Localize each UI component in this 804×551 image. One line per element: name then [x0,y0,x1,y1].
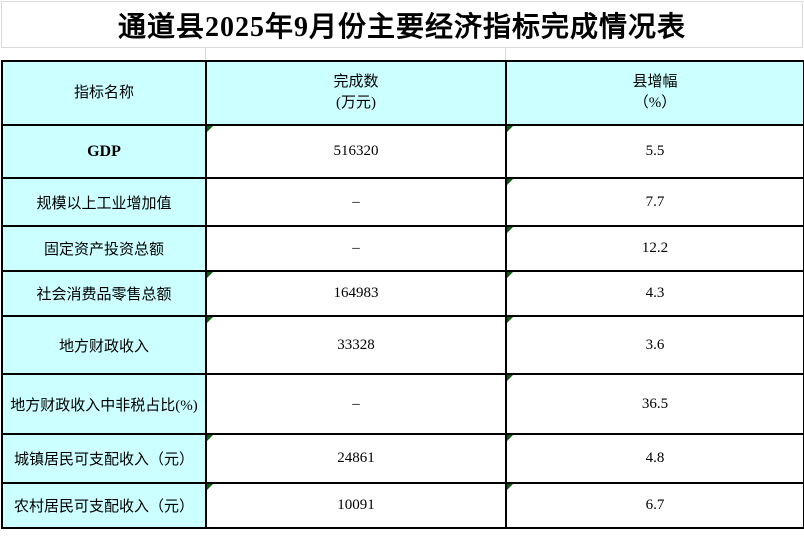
table-row: 固定资产投资总额 – 12.2 [1,225,804,272]
indicator-name-cell: 地方财政收入 [1,315,207,375]
indicator-name-cell-text: GDP [87,142,121,160]
county-growth-cell: 4.8 [505,433,804,484]
table-row: 农村居民可支配收入（元） 10091 6.7 [1,482,804,529]
col-header-label: 指标名称 [73,84,134,101]
completed-amount-cell-text: – [352,395,360,412]
county-growth-cell: 3.6 [505,315,804,375]
table-row: 规模以上工业增加值 – 7.7 [1,177,804,227]
indicator-name-cell: 规模以上工业增加值 [1,177,207,227]
table-body: GDP 516320 5.5 规模以上工业增加值 – 7.7 固定资产投资总额 – 12.2 社会… [1,124,804,529]
county-growth-cell-text: 4.8 [645,450,665,466]
indicator-name-cell-text: 地方财政收入 [58,338,149,355]
county-growth-cell-text: 7.7 [645,193,665,210]
cell-error-indicator-icon [207,484,213,490]
economic-indicators-table: 指标名称 完成数 (万元) 县增幅 （%） GDP 516320 5.5 规模以上工业… [1,60,804,529]
gridline-divider [205,47,206,60]
indicator-name-cell: GDP [1,124,207,179]
completed-amount-cell: 164983 [205,270,507,317]
cell-error-indicator-icon [207,435,213,441]
col-header-unit: (万元) [336,95,376,111]
col-header-indicator-name: 指标名称 [1,60,207,126]
county-growth-cell: 36.5 [505,373,804,435]
county-growth-cell: 12.2 [505,225,804,272]
indicator-name-cell-text: 城镇居民可支配收入（元） [13,452,194,468]
completed-amount-cell-text: 24861 [337,450,375,466]
cell-error-indicator-icon [507,375,513,381]
indicator-name-cell-text: 固定资产投资总额 [43,242,164,258]
indicator-name-cell-text: 社会消费品零售总额 [36,287,172,303]
county-growth-cell: 7.7 [505,177,804,227]
cell-error-indicator-icon [507,227,513,233]
indicator-name-cell: 农村居民可支配收入（元） [1,482,207,529]
county-growth-cell-text: 6.7 [645,497,665,513]
completed-amount-cell-text: 164983 [333,285,379,301]
indicator-name-cell-text: 农村居民可支配收入（元） [13,499,194,515]
completed-amount-cell-text: 10091 [337,497,375,513]
completed-amount-cell: 516320 [205,124,507,179]
cell-error-indicator-icon [507,435,513,441]
col-header-label: 县增幅 [632,74,678,90]
header-row: 指标名称 完成数 (万元) 县增幅 （%） [1,60,804,126]
completed-amount-cell-text: – [352,240,360,256]
county-growth-cell-text: 5.5 [645,143,665,159]
cell-error-indicator-icon [207,126,213,132]
cell-error-indicator-icon [507,179,513,185]
completed-amount-cell: 10091 [205,482,507,529]
col-header-completed-amount: 完成数 (万元) [205,60,507,126]
cell-error-indicator-icon [507,272,513,278]
page-title: 通道县2025年9月份主要经济指标完成情况表 [1,1,803,48]
county-growth-cell: 5.5 [505,124,804,179]
completed-amount-cell: 33328 [205,315,507,375]
completed-amount-cell: 24861 [205,433,507,484]
completed-amount-cell-text: 33328 [337,336,375,353]
indicator-name-cell: 固定资产投资总额 [1,225,207,272]
county-growth-cell-text: 36.5 [641,395,669,412]
table-row: 社会消费品零售总额 164983 4.3 [1,270,804,317]
col-header-label: 完成数 [333,74,379,90]
indicator-name-cell-text: 规模以上工业增加值 [36,195,172,212]
completed-amount-cell-text: 516320 [333,143,379,159]
indicator-name-cell: 社会消费品零售总额 [1,270,207,317]
indicator-name-cell: 地方财政收入中非税占比(%) [1,373,207,435]
table-row: GDP 516320 5.5 [1,124,804,179]
cell-error-indicator-icon [507,126,513,132]
county-growth-cell-text: 12.2 [641,240,669,256]
table-row: 地方财政收入中非税占比(%) – 36.5 [1,373,804,435]
county-growth-cell-text: 3.6 [645,336,665,353]
indicator-name-cell-text: 地方财政收入中非税占比(%) [10,397,198,414]
county-growth-cell-text: 4.3 [645,285,665,301]
cell-error-indicator-icon [207,272,213,278]
table-row: 地方财政收入 33328 3.6 [1,315,804,375]
col-header-county-growth: 县增幅 （%） [505,60,804,126]
col-header-unit: （%） [633,95,677,111]
completed-amount-cell: – [205,177,507,227]
completed-amount-cell-text: – [352,193,360,210]
county-growth-cell: 6.7 [505,482,804,529]
table-row: 城镇居民可支配收入（元） 24861 4.8 [1,433,804,484]
cell-error-indicator-icon [507,484,513,490]
cell-error-indicator-icon [207,317,213,323]
indicator-name-cell: 城镇居民可支配收入（元） [1,433,207,484]
completed-amount-cell: – [205,225,507,272]
completed-amount-cell: – [205,373,507,435]
county-growth-cell: 4.3 [505,270,804,317]
cell-error-indicator-icon [507,317,513,323]
gridline-divider [505,47,506,60]
